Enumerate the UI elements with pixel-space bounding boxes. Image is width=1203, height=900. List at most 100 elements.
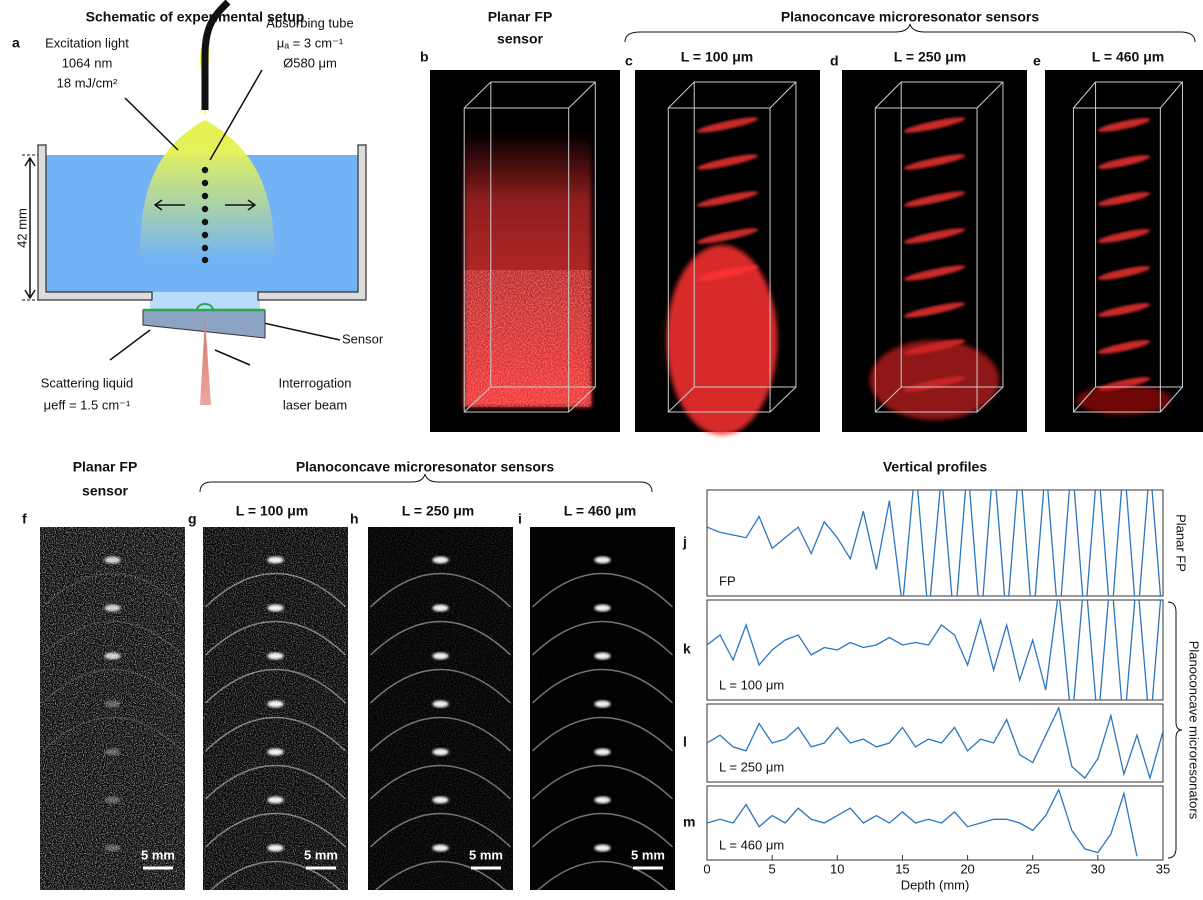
x-tick-label: 30 (1091, 861, 1105, 876)
series-label: L = 460 μm (719, 837, 784, 852)
label: Scattering liquid (41, 375, 134, 390)
label: Interrogation (279, 375, 352, 390)
red-speckle (1077, 385, 1172, 415)
reflector (595, 797, 611, 804)
scale-bar-label: 5 mm (469, 847, 503, 862)
liquid-well (150, 292, 260, 310)
red-speckle (464, 270, 591, 407)
reflector (595, 557, 611, 564)
scale-bar-label: 5 mm (304, 847, 338, 862)
label: Excitation light (45, 35, 129, 50)
panel-label: L = 250 μm (402, 503, 475, 519)
image-speckle (40, 527, 185, 890)
label: 42 mm (14, 208, 29, 248)
panel-letter: g (188, 511, 197, 527)
reflector (595, 653, 611, 660)
panel-letter: f (22, 511, 27, 527)
panel-letter: e (1033, 53, 1041, 69)
panel-letter: c (625, 53, 633, 69)
panel-letter: i (518, 511, 522, 527)
panel-label: L = 100 μm (236, 503, 309, 519)
reflector (595, 701, 611, 708)
red-volume (666, 245, 777, 435)
x-tick-label: 35 (1156, 861, 1170, 876)
schematic: Schematic of experimental setup a Excita… (12, 2, 384, 412)
reflector (268, 797, 284, 804)
reflector (268, 845, 284, 852)
reflector (433, 701, 449, 708)
panel-letter: h (350, 511, 359, 527)
reflector (433, 749, 449, 756)
label: μeff = 1.5 cm⁻¹ (44, 397, 131, 412)
image-speckle (530, 527, 675, 890)
panel-letter: k (683, 641, 691, 657)
panel-letter: a (12, 35, 20, 51)
volume-panels (430, 70, 1203, 435)
reflector (268, 605, 284, 612)
scale-bar-label: 5 mm (141, 847, 175, 862)
label: μₐ = 3 cm⁻¹ (277, 35, 344, 50)
volume-render (464, 130, 591, 407)
group-title: Planoconcave microresonator sensors (296, 459, 555, 475)
red-speckle (870, 340, 1000, 420)
label: 1064 nm (62, 55, 113, 70)
series-label: L = 250 μm (719, 759, 784, 774)
series-label: L = 100 μm (719, 677, 784, 692)
brace (200, 474, 652, 492)
reflector (433, 845, 449, 852)
reflector (268, 557, 284, 564)
reflector (268, 701, 284, 708)
panel-title: sensor (497, 31, 543, 47)
x-tick-label: 15 (895, 861, 909, 876)
brace (1168, 602, 1182, 858)
x-tick-label: 20 (960, 861, 974, 876)
reflector (105, 845, 121, 852)
x-tick-label: 5 (769, 861, 776, 876)
reflector (105, 701, 121, 708)
profile-line (707, 458, 1163, 628)
figure: Schematic of experimental setup a Excita… (0, 0, 1203, 895)
scale-bar-label: 5 mm (631, 847, 665, 862)
panel-title: Planar FP (73, 459, 138, 475)
panel-label: L = 100 μm (681, 49, 754, 65)
reflector (105, 653, 121, 660)
group-title: Planoconcave microresonator sensors (781, 9, 1040, 25)
reflector (268, 749, 284, 756)
panel-label: L = 250 μm (894, 49, 967, 65)
label: 18 mJ/cm² (57, 75, 118, 90)
sensor-substrate (143, 310, 265, 338)
panel-title: Planar FP (488, 9, 553, 25)
panel-label: L = 460 μm (1092, 49, 1165, 65)
reflector (433, 797, 449, 804)
panel-letter: l (683, 734, 687, 750)
chart-title: Vertical profiles (883, 459, 987, 475)
panel-label: L = 460 μm (564, 503, 637, 519)
label: Absorbing tube (266, 15, 353, 30)
image-panels: 5 mm 5 mm 5 mm 5 mm (40, 527, 675, 895)
label: Ø580 μm (283, 55, 337, 70)
label: laser beam (283, 397, 347, 412)
reflector (595, 605, 611, 612)
x-tick-label: 0 (703, 861, 710, 876)
reflector (595, 749, 611, 756)
panel-letter: d (830, 53, 839, 69)
side-label: Planoconcave microresonators (1187, 641, 1202, 820)
panel-title: sensor (82, 483, 128, 499)
panel-letter: j (682, 534, 687, 550)
reflector (268, 653, 284, 660)
x-tick-label: 10 (830, 861, 844, 876)
profile-line (707, 570, 1163, 730)
image-speckle (368, 527, 513, 890)
reflector (433, 557, 449, 564)
brace (625, 24, 1195, 42)
x-tick-label: 25 (1025, 861, 1039, 876)
series-label: FP (719, 573, 736, 588)
reflector (595, 845, 611, 852)
reflector (105, 797, 121, 804)
reflector (433, 605, 449, 612)
panel-letter: b (420, 49, 429, 65)
reflector (105, 605, 121, 612)
x-axis-title: Depth (mm) (901, 877, 970, 892)
reflector (105, 749, 121, 756)
